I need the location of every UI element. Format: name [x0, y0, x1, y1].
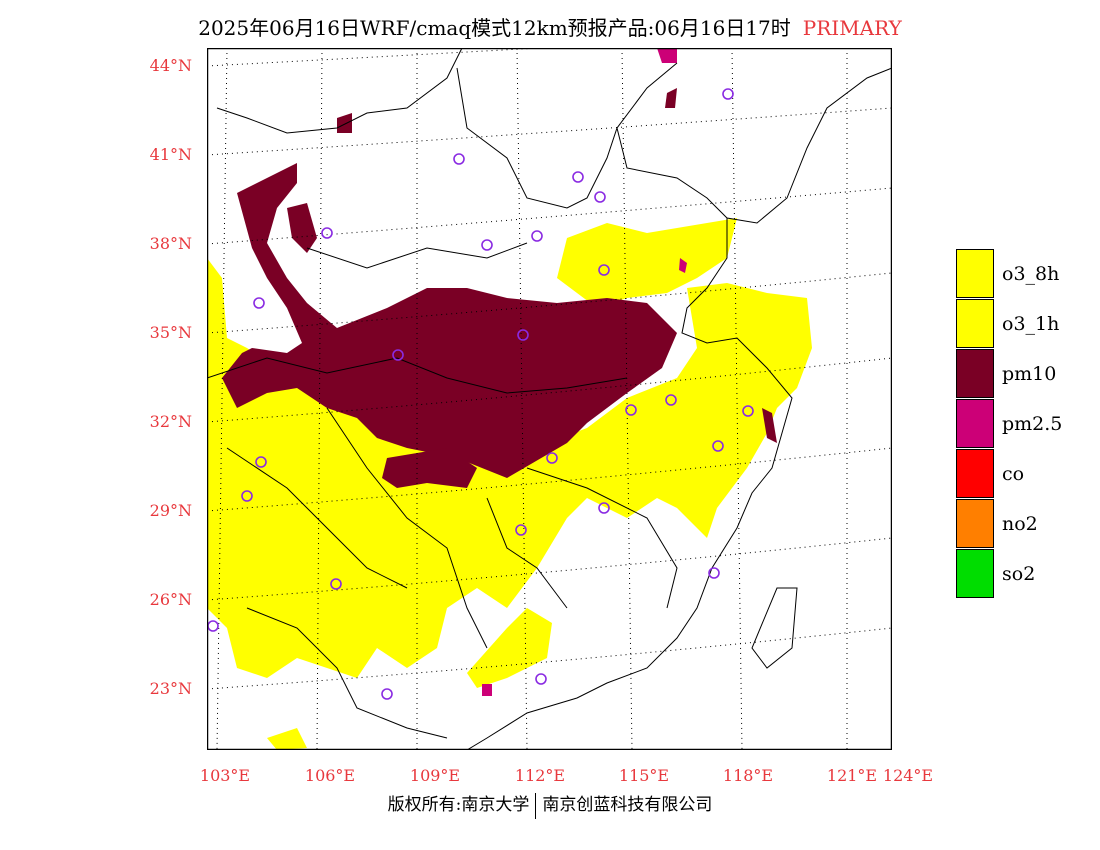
legend-label: o3_8h: [1002, 263, 1060, 285]
boundaries: [207, 48, 892, 750]
lon-label-106: 106°E: [304, 766, 356, 785]
legend-swatch: [956, 349, 994, 398]
legend-label: co: [1002, 463, 1025, 485]
lon-label-115: 115°E: [618, 766, 670, 785]
lat-label-38: 38°N: [149, 234, 192, 253]
legend-label: no2: [1002, 513, 1038, 535]
lat-label-29: 29°N: [149, 501, 192, 520]
lat-label-44: 44°N: [149, 56, 192, 75]
station-markers: [207, 88, 754, 700]
footer-separator: [535, 792, 537, 819]
title-main: 2025年06月16日WRF/cmaq模式12km预报产品:06月16日17时: [198, 16, 791, 40]
lon-label-109: 109°E: [409, 766, 461, 785]
legend-swatch: [956, 449, 994, 498]
forecast-map: [207, 48, 892, 750]
lon-label-103: 103°E: [199, 766, 251, 785]
map-border: [207, 48, 892, 750]
legend-label: so2: [1002, 563, 1036, 585]
legend-swatch: [956, 499, 994, 548]
lon-label-121: 121°E: [826, 766, 878, 785]
lat-label-35: 35°N: [149, 323, 192, 342]
map-title: 2025年06月16日WRF/cmaq模式12km预报产品:06月16日17时 P…: [0, 12, 1100, 41]
legend-label: pm2.5: [1002, 413, 1063, 435]
pm10-area: [222, 88, 777, 488]
lon-label-112: 112°E: [514, 766, 566, 785]
graticule: [207, 48, 892, 750]
legend-swatch: [956, 299, 994, 348]
pm25-area: [482, 48, 687, 696]
map-frame: [207, 48, 892, 750]
lon-label-118: 118°E: [722, 766, 774, 785]
legend-label: o3_1h: [1002, 313, 1060, 335]
lat-label-32: 32°N: [149, 412, 192, 431]
lat-label-26: 26°N: [149, 590, 192, 609]
legend-swatch: [956, 249, 994, 298]
legend-swatch: [956, 549, 994, 598]
legend-label: pm10: [1002, 363, 1057, 385]
footer-left: 版权所有:南京大学: [387, 795, 530, 815]
lat-label-41: 41°N: [149, 145, 192, 164]
lon-label-124: 124°E: [882, 766, 934, 785]
copyright-footer: 版权所有:南京大学 南京创蓝科技有限公司: [0, 790, 1100, 819]
legend-swatch: [956, 399, 994, 448]
title-primary-tag: PRIMARY: [802, 16, 902, 40]
footer-right: 南京创蓝科技有限公司: [542, 795, 713, 815]
lat-label-23: 23°N: [149, 679, 192, 698]
